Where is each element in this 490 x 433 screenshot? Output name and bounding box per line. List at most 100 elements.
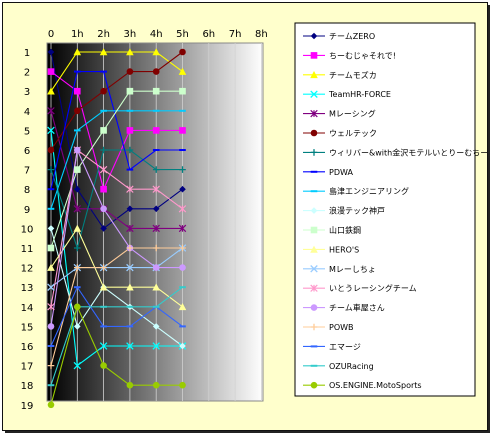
legend-entry: チーム車屋さん	[329, 303, 385, 313]
legend-entry: ウェルテック	[329, 129, 377, 138]
data-point	[152, 87, 160, 95]
data-point	[152, 381, 160, 389]
data-point	[310, 304, 318, 311]
data-point	[179, 264, 186, 271]
legend-entry: Mレーしちょ	[329, 265, 376, 274]
legend-entry: いとうレーシングチーム	[329, 283, 417, 293]
data-point	[126, 87, 134, 95]
data-point	[99, 283, 108, 291]
data-point	[47, 362, 55, 369]
data-point	[179, 342, 186, 350]
data-point	[178, 303, 187, 311]
data-point	[126, 185, 134, 193]
data-point	[100, 205, 107, 213]
data-point	[74, 87, 81, 95]
data-point	[126, 146, 134, 154]
legend-entry: HERO'S	[329, 245, 359, 254]
y-tick-label: 17	[21, 362, 34, 373]
data-point	[73, 205, 82, 213]
data-point	[126, 205, 134, 213]
data-point	[100, 362, 107, 369]
legend-entry: チームモズカ	[329, 70, 377, 80]
data-point	[47, 225, 55, 232]
data-point	[152, 283, 160, 291]
data-point	[179, 48, 186, 56]
data-point	[179, 244, 186, 252]
data-point	[74, 264, 81, 271]
data-point	[100, 185, 107, 193]
data-point	[179, 381, 186, 389]
legend-entry: OZURacing	[329, 362, 374, 371]
legend-entry: OS.ENGINE.MotoSports	[329, 381, 422, 390]
data-point	[99, 48, 108, 56]
y-tick-label: 6	[24, 146, 30, 157]
data-point	[126, 224, 134, 233]
x-tick-label: 4h	[150, 29, 163, 40]
data-point	[73, 48, 82, 56]
series-line	[50, 228, 183, 347]
plot-area	[46, 42, 264, 402]
data-point	[152, 264, 160, 271]
data-point	[47, 263, 55, 271]
data-point	[152, 224, 160, 233]
y-tick-label: 12	[21, 264, 34, 275]
data-point	[179, 185, 186, 193]
series-line	[50, 247, 183, 288]
data-point	[310, 129, 318, 137]
data-point	[310, 109, 318, 118]
data-point	[152, 342, 160, 350]
data-point	[178, 224, 187, 233]
y-tick-label: 5	[24, 126, 30, 137]
data-point	[310, 149, 318, 156]
data-point	[152, 68, 160, 75]
data-point	[47, 323, 55, 330]
y-tick-label: 19	[21, 401, 34, 412]
series-line	[50, 130, 183, 367]
data-point	[74, 185, 81, 193]
x-tick-label: 0	[48, 29, 54, 40]
data-point	[126, 68, 134, 75]
y-tick-label: 16	[21, 342, 34, 353]
chart: 0 1h 2h 3h 4h 5h 6h 7h 8h 1234567891011121314151…	[21, 22, 487, 412]
data-point	[100, 127, 107, 134]
data-point	[152, 127, 160, 134]
legend-entry: PDWA	[329, 168, 353, 177]
series-line	[50, 110, 183, 229]
legend-entry: Mレーシング	[329, 109, 376, 119]
y-tick-label: 1	[24, 48, 30, 59]
legend-entry: ウィリバー&with金沢モテルいとりーむちーむ!	[329, 147, 487, 157]
data-point	[99, 342, 108, 350]
data-point	[310, 207, 318, 214]
data-point	[100, 146, 107, 154]
legend-entry: 山口鉄鋼	[329, 225, 361, 235]
data-point	[47, 146, 55, 154]
y-tick-label: 13	[21, 283, 34, 294]
series-line	[50, 148, 183, 327]
y-tick-label: 11	[21, 244, 34, 255]
data-point	[310, 381, 318, 389]
y-tick-label: 10	[21, 224, 34, 235]
data-point	[74, 146, 81, 154]
data-point	[126, 263, 134, 272]
data-point	[152, 166, 160, 173]
data-point	[74, 244, 81, 252]
series-line	[50, 305, 183, 405]
legend-entry: ちーむじゃそれで!	[329, 51, 396, 60]
data-point	[152, 205, 160, 213]
data-point	[178, 205, 187, 213]
data-point	[310, 265, 318, 273]
series-line	[50, 71, 183, 190]
x-tick-label: 8h	[255, 29, 268, 40]
data-point	[47, 87, 55, 95]
y-tick-label: 9	[24, 205, 30, 216]
legend-entry: チームZERO	[329, 32, 375, 41]
y-tick-label: 14	[21, 303, 34, 314]
series-line	[50, 286, 183, 386]
legend-entry: 浪漫テック神戸	[329, 206, 385, 216]
data-point	[73, 224, 82, 232]
x-tick-label: 3h	[124, 29, 137, 40]
data-point	[310, 323, 318, 331]
data-point	[310, 71, 318, 79]
series-line	[50, 227, 183, 308]
data-point	[74, 303, 81, 311]
